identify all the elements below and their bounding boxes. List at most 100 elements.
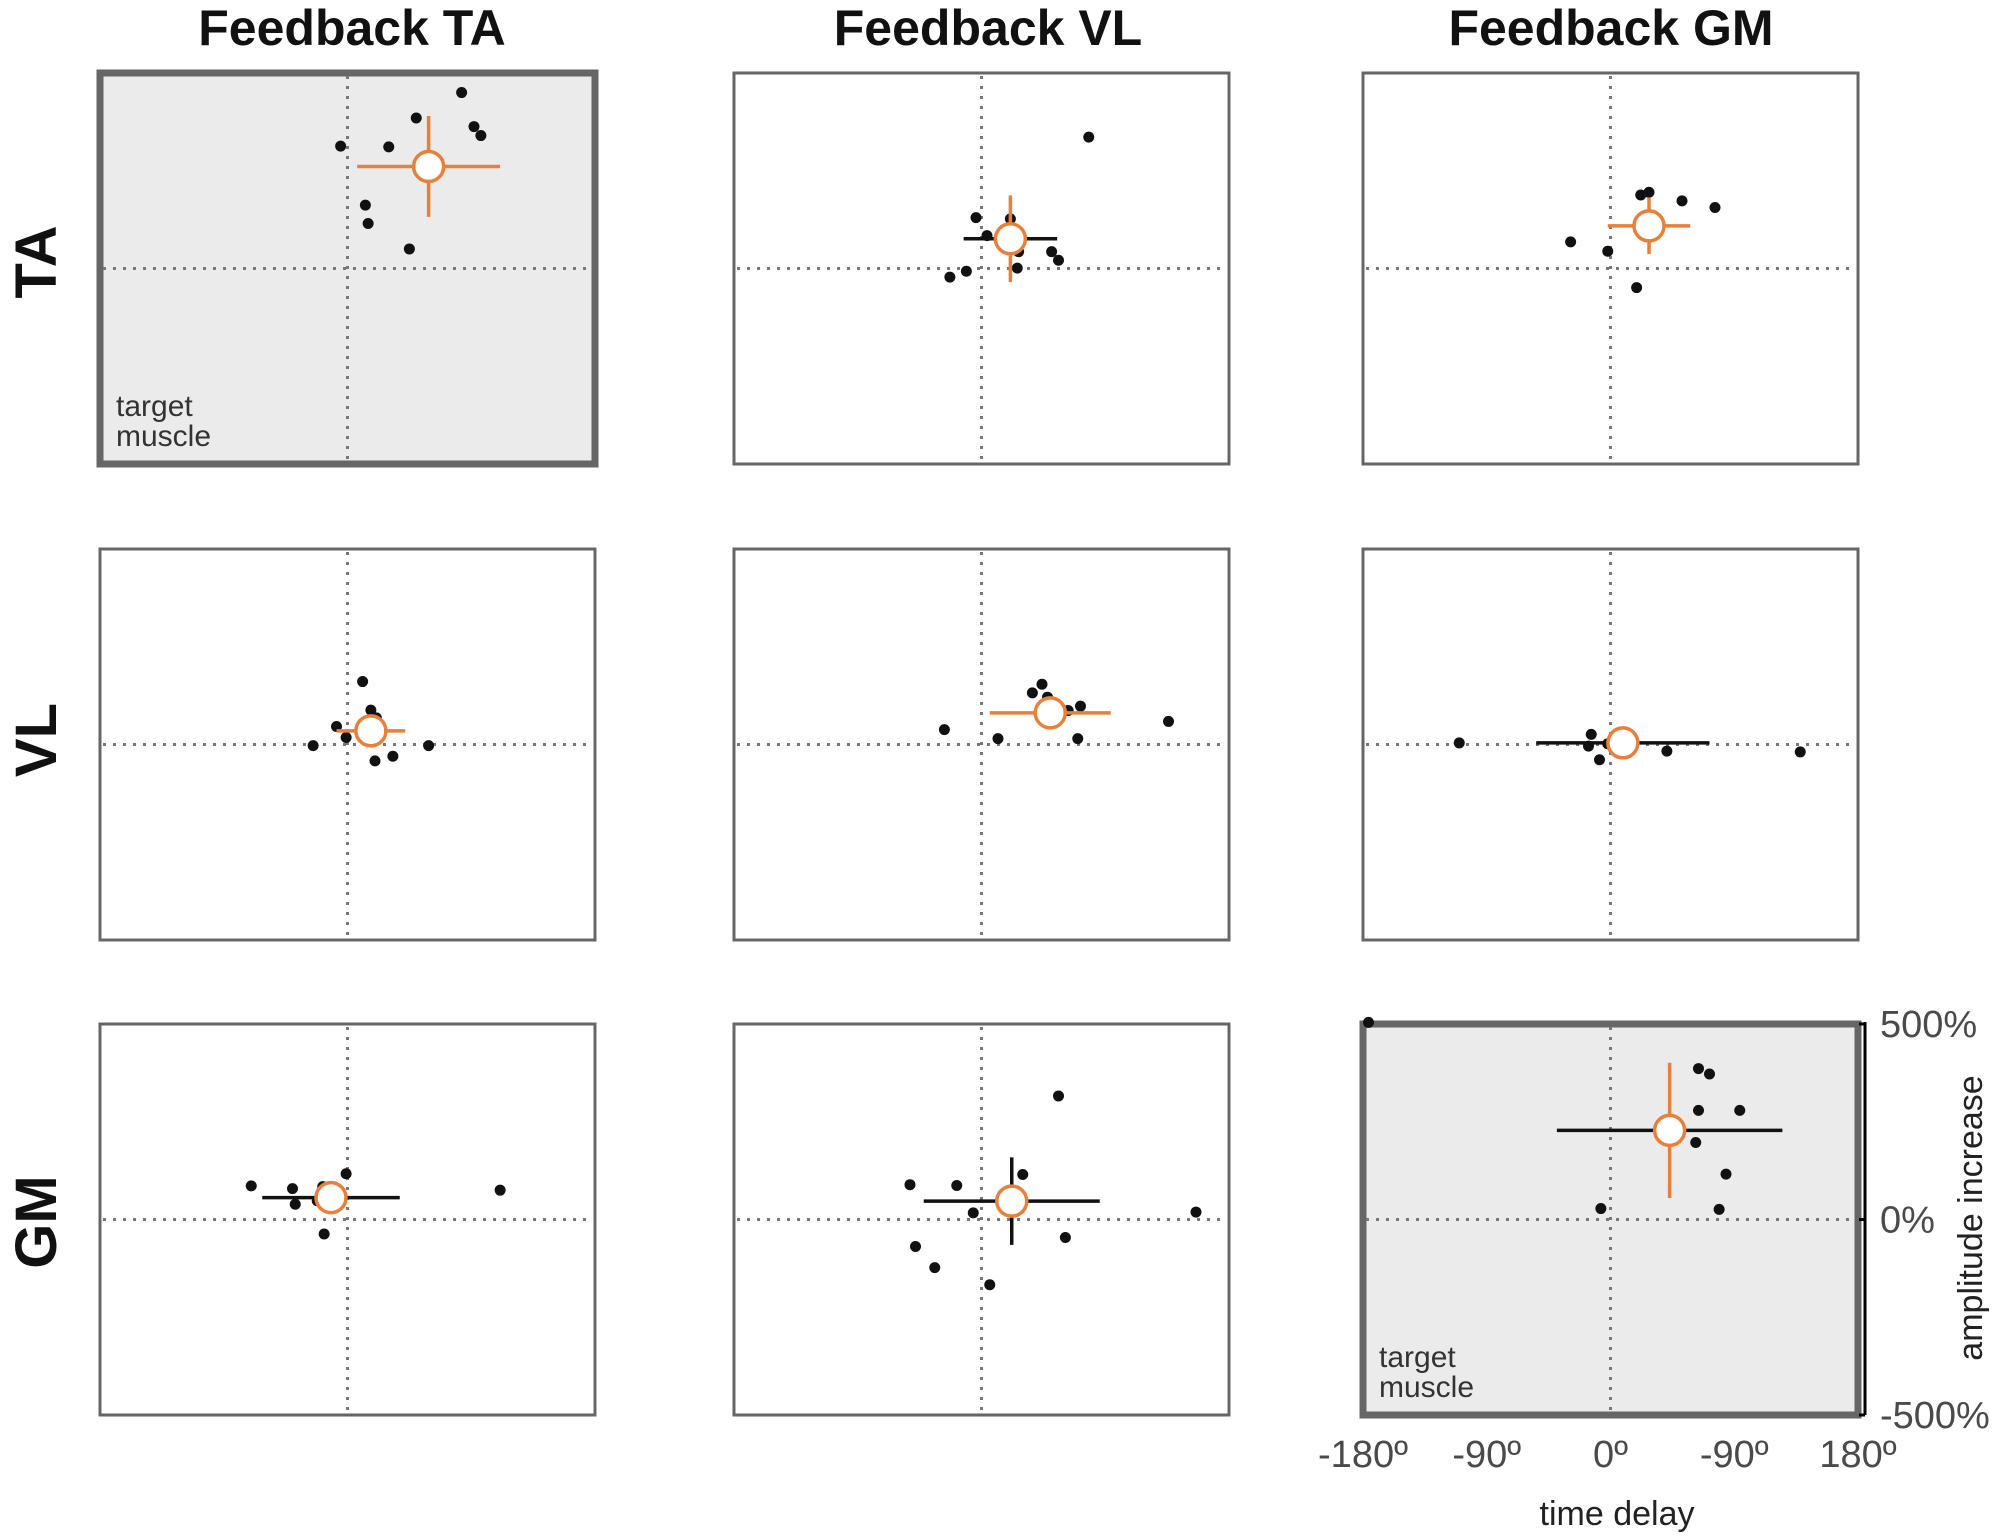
data-point	[1676, 195, 1688, 207]
data-point	[410, 112, 422, 124]
data-point	[1720, 1168, 1732, 1180]
data-point	[1631, 282, 1643, 294]
row-titles: TA VL GM	[4, 225, 69, 1268]
panel-gm-feedback-vl	[732, 1022, 1231, 1417]
target-label-line2: muscle	[1379, 1371, 1474, 1404]
data-point	[287, 1183, 298, 1195]
x-axis-ticks: -180º -90º 0º -90º 180º	[1318, 1434, 1897, 1476]
data-point	[1693, 1063, 1704, 1075]
column-title-feedback-gm: Feedback GM	[1448, 0, 1773, 56]
data-point	[403, 243, 415, 255]
mean-marker	[354, 714, 388, 748]
data-point	[951, 1179, 963, 1191]
data-point	[1017, 1169, 1029, 1181]
panel-ta-feedback-gm	[1361, 71, 1860, 466]
data-point	[944, 271, 956, 283]
data-point	[1036, 678, 1048, 690]
panel-vl-feedback-vl	[732, 547, 1231, 942]
data-point	[383, 141, 395, 153]
x-tick-label: -90º	[1700, 1434, 1769, 1476]
data-point	[369, 755, 381, 767]
mean-marker	[411, 149, 446, 184]
data-point	[1565, 236, 1577, 248]
data-point	[357, 676, 369, 688]
column-title-feedback-ta: Feedback TA	[198, 0, 506, 56]
y-axis-title: amplitude increase	[1952, 1075, 1990, 1360]
column-titles: Feedback TA Feedback VL Feedback GM	[198, 0, 1773, 56]
panel-vl-feedback-ta	[98, 547, 597, 942]
x-tick-label: 0º	[1593, 1434, 1628, 1476]
data-point	[340, 731, 352, 743]
x-tick-label: 180º	[1819, 1434, 1896, 1476]
data-point	[335, 140, 347, 152]
data-point	[1075, 700, 1086, 712]
mean-marker	[993, 222, 1028, 256]
data-point	[362, 218, 374, 230]
data-point	[1643, 186, 1655, 198]
data-point	[359, 199, 371, 211]
data-point	[307, 740, 319, 752]
data-point	[970, 212, 982, 224]
row-title-ta: TA	[4, 225, 69, 298]
mean-marker	[1606, 726, 1640, 760]
data-point	[340, 1168, 352, 1180]
data-point	[1046, 246, 1058, 258]
data-point	[1734, 1104, 1746, 1116]
data-point	[1585, 728, 1597, 740]
data-point	[1053, 1090, 1064, 1102]
data-point	[1072, 733, 1084, 745]
data-point	[960, 265, 972, 277]
data-point	[289, 1198, 301, 1210]
data-point	[1453, 737, 1465, 749]
data-point	[1709, 202, 1721, 214]
data-point	[1026, 687, 1038, 699]
data-point	[1083, 131, 1095, 143]
data-point	[1163, 715, 1174, 727]
data-point	[468, 121, 480, 133]
panel-gm-feedback-ta	[98, 1022, 597, 1417]
data-point	[245, 1180, 257, 1192]
data-point	[938, 724, 950, 736]
data-point	[456, 87, 468, 99]
data-point	[967, 1207, 979, 1219]
data-point	[1594, 754, 1605, 766]
y-tick-label: 0%	[1880, 1200, 1935, 1242]
data-point	[1690, 1136, 1702, 1148]
data-point	[1053, 254, 1064, 266]
data-point	[1595, 1203, 1607, 1215]
data-point	[423, 740, 435, 752]
target-label-line1: target	[116, 390, 193, 423]
y-tick-label: 500%	[1880, 1004, 1977, 1046]
data-point	[984, 1279, 996, 1291]
mean-marker	[1652, 1113, 1687, 1148]
data-point	[1713, 1203, 1725, 1215]
target-label-line1: target	[1379, 1341, 1456, 1374]
mean-marker	[314, 1180, 348, 1215]
x-axis-title: time delay	[1540, 1495, 1695, 1533]
data-point	[387, 750, 399, 762]
data-point	[992, 733, 1004, 745]
row-title-gm: GM	[4, 1175, 69, 1268]
data-point	[904, 1179, 916, 1191]
x-tick-label: -90º	[1452, 1434, 1521, 1476]
axes-bottom-right: 500% 0% -500% -180º -90º 0º -90º 180º time del…	[1318, 1004, 1990, 1533]
row-title-vl: VL	[4, 703, 69, 777]
y-tick-label: -500%	[1880, 1395, 1990, 1437]
data-point	[1190, 1206, 1202, 1218]
data-point	[910, 1240, 921, 1252]
mean-marker	[1632, 209, 1666, 243]
panel-vl-feedback-gm	[1361, 547, 1860, 942]
data-point	[1011, 262, 1023, 274]
data-point	[318, 1228, 330, 1240]
mean-marker	[1033, 696, 1067, 730]
data-point	[1794, 746, 1806, 758]
data-point	[1693, 1104, 1704, 1116]
panel-ta-feedback-vl	[732, 71, 1231, 466]
y-axis-ticks: 500% 0% -500%	[1859, 1004, 1990, 1437]
data-point	[1704, 1068, 1715, 1080]
column-title-feedback-vl: Feedback VL	[834, 0, 1142, 56]
